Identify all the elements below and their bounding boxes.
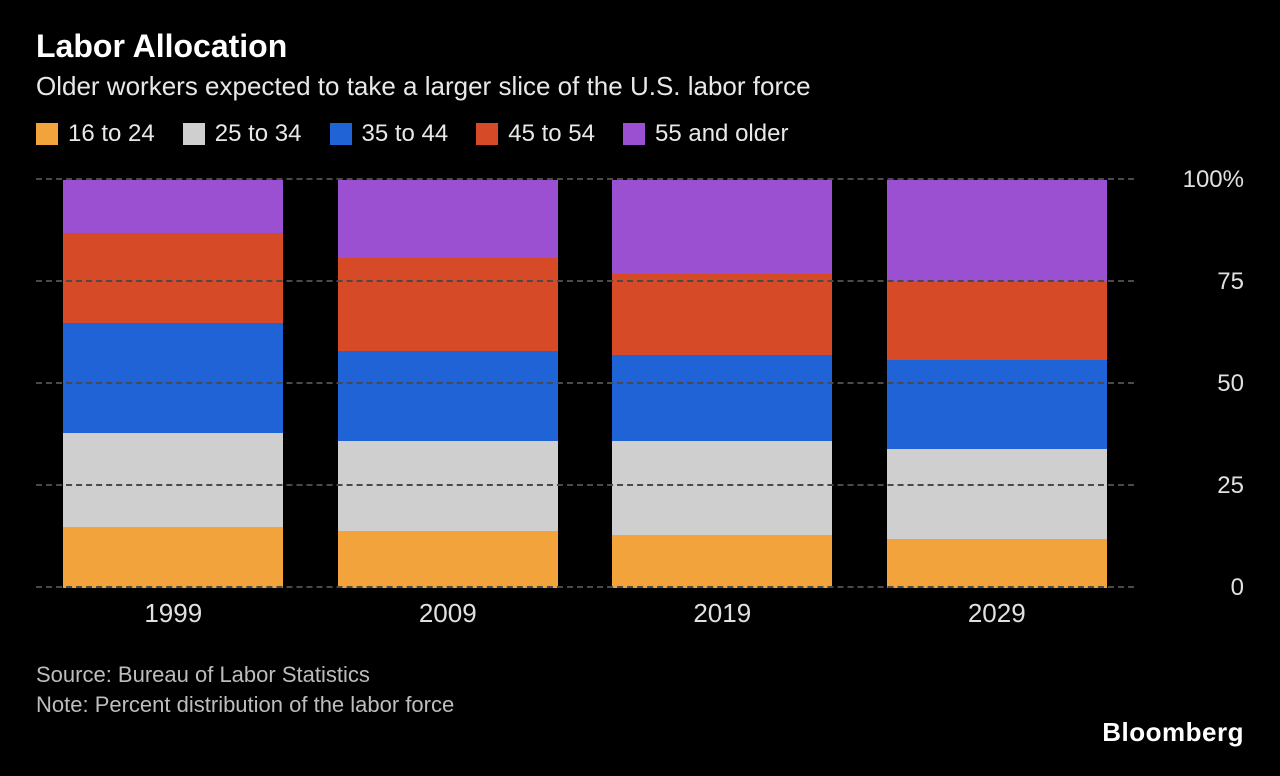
legend-label: 45 to 54	[508, 120, 595, 148]
stacked-bar	[63, 180, 283, 588]
legend-item: 45 to 54	[476, 120, 595, 148]
bar-segment	[612, 535, 832, 588]
source-line: Source: Bureau of Labor Statistics	[36, 660, 1244, 690]
y-axis: 0255075100%	[1144, 180, 1244, 588]
note-line: Note: Percent distribution of the labor …	[36, 690, 1244, 720]
bar-segment	[612, 441, 832, 535]
legend: 16 to 24 25 to 34 35 to 44 45 to 54 55 and o…	[36, 120, 1244, 148]
xtick-label: 2029	[887, 598, 1107, 629]
legend-item: 35 to 44	[330, 120, 449, 148]
bar-segment	[887, 282, 1107, 360]
chart-area: 0 25 50 75 100% 1999 2009 2019 2029	[36, 158, 1244, 638]
legend-swatch	[36, 123, 58, 145]
legend-item: 16 to 24	[36, 120, 155, 148]
bar-segment	[887, 539, 1107, 588]
stacked-bar	[338, 180, 558, 588]
bar-segment	[63, 233, 283, 323]
ytick-label: 0	[1231, 574, 1244, 602]
bar-column	[887, 180, 1107, 588]
bar-segment	[338, 351, 558, 441]
bar-segment	[63, 323, 283, 433]
bar-segment	[887, 360, 1107, 450]
gridline	[36, 178, 1134, 180]
legend-swatch	[330, 123, 352, 145]
bar-column	[63, 180, 283, 588]
legend-label: 35 to 44	[362, 120, 449, 148]
bar-segment	[338, 441, 558, 531]
legend-label: 55 and older	[655, 120, 788, 148]
bar-segment	[612, 180, 832, 274]
bar-column	[612, 180, 832, 588]
stacked-bar	[612, 180, 832, 588]
xtick-label: 1999	[63, 598, 283, 629]
bar-segment	[612, 355, 832, 441]
legend-label: 16 to 24	[68, 120, 155, 148]
xtick-label: 2009	[338, 598, 558, 629]
legend-swatch	[476, 123, 498, 145]
legend-swatch	[183, 123, 205, 145]
x-axis: 1999 2009 2019 2029	[36, 588, 1134, 638]
legend-label: 25 to 34	[215, 120, 302, 148]
chart-footer: Source: Bureau of Labor Statistics Note:…	[36, 660, 1244, 719]
chart-title: Labor Allocation	[36, 28, 1244, 65]
bar-segment	[338, 531, 558, 588]
bar-segment	[63, 180, 283, 233]
bar-segment	[887, 449, 1107, 539]
bar-segment	[612, 274, 832, 356]
xtick-label: 2019	[612, 598, 832, 629]
bar-segment	[338, 258, 558, 352]
ytick-label: 100%	[1183, 166, 1244, 194]
bar-segment	[63, 433, 283, 527]
bar-segment	[63, 527, 283, 588]
gridline	[36, 280, 1134, 282]
legend-item: 25 to 34	[183, 120, 302, 148]
bar-segment	[887, 180, 1107, 282]
gridline	[36, 382, 1134, 384]
gridline	[36, 484, 1134, 486]
ytick-label: 75	[1217, 268, 1244, 296]
legend-swatch	[623, 123, 645, 145]
plot-area	[36, 180, 1134, 588]
bars-container	[36, 180, 1134, 588]
stacked-bar	[887, 180, 1107, 588]
brand-logo: Bloomberg	[1102, 717, 1244, 748]
bar-segment	[338, 180, 558, 258]
legend-item: 55 and older	[623, 120, 788, 148]
chart-subtitle: Older workers expected to take a larger …	[36, 71, 1244, 102]
bar-column	[338, 180, 558, 588]
ytick-label: 50	[1217, 370, 1244, 398]
ytick-label: 25	[1217, 472, 1244, 500]
